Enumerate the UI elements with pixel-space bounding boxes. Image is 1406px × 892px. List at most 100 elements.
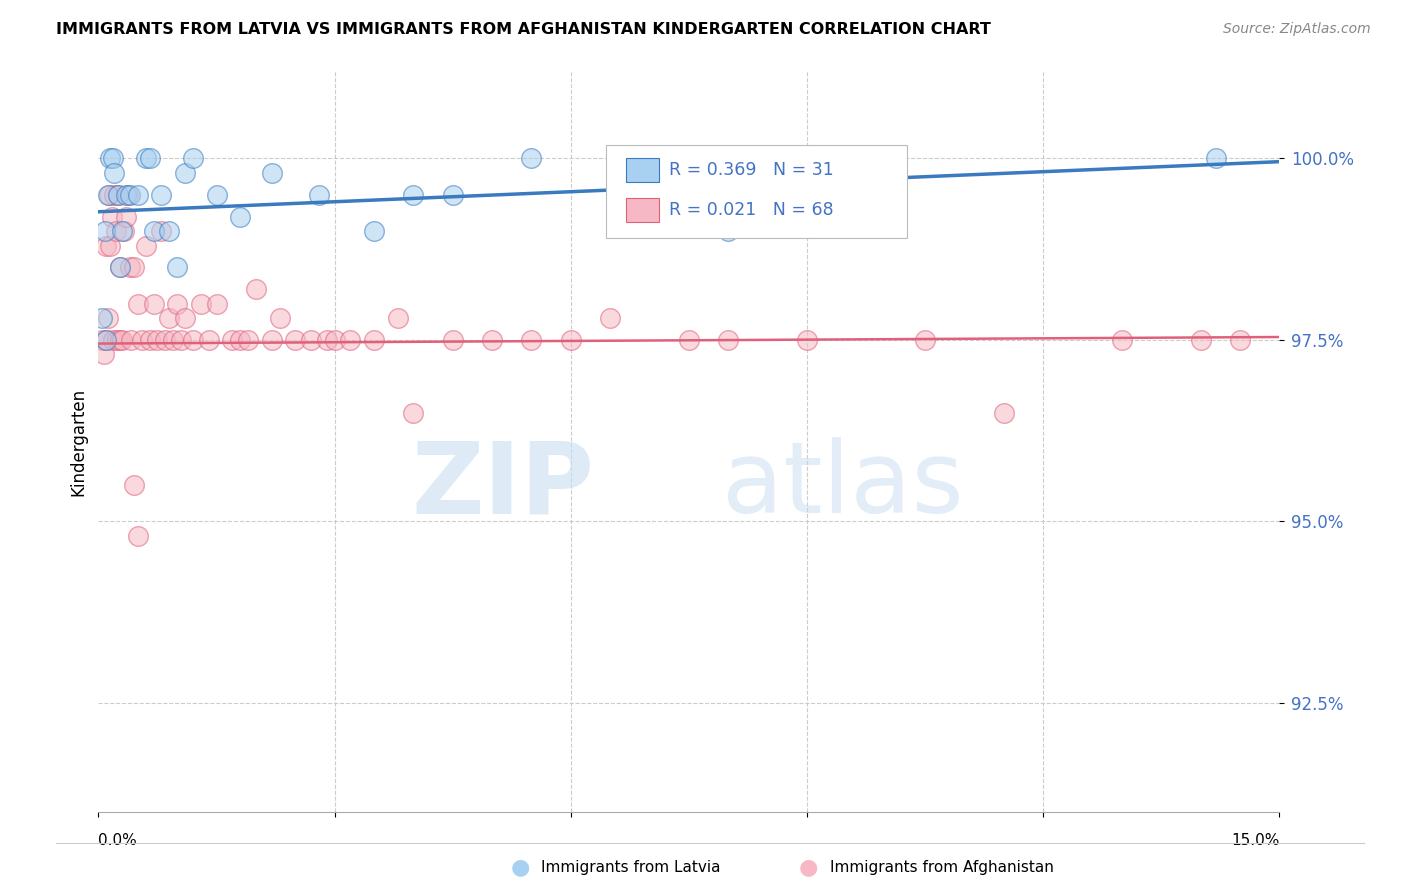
Point (520, 333, 543, 347)
Point (127, 296, 149, 310)
Point (98, 152, 121, 166)
Point (993, 405, 1015, 419)
Point (122, 260, 145, 275)
Point (269, 311, 291, 326)
Point (98, 238, 121, 252)
Point (284, 333, 307, 347)
Point (170, 333, 193, 347)
Point (105, 333, 128, 347)
Point (97, 311, 120, 326)
Point (93, 347, 115, 361)
Point (142, 296, 165, 310)
Point (118, 260, 141, 275)
Point (229, 333, 252, 347)
Point (115, 187, 138, 202)
Point (166, 260, 188, 275)
Point (205, 296, 228, 310)
Point (135, 152, 157, 166)
Y-axis label: Kindergarten: Kindergarten (69, 387, 87, 496)
Point (236, 333, 259, 347)
Point (520, 152, 543, 166)
Point (402, 187, 425, 202)
Point (441, 333, 464, 347)
Point (190, 296, 212, 310)
FancyBboxPatch shape (606, 145, 907, 238)
Point (363, 333, 385, 347)
Point (150, 224, 173, 238)
Point (205, 187, 228, 202)
Text: Immigrants from Afghanistan: Immigrants from Afghanistan (830, 860, 1053, 874)
Point (103, 187, 125, 202)
Point (323, 333, 346, 347)
Point (150, 187, 173, 202)
Point (110, 260, 132, 275)
Text: Source: ZipAtlas.com: Source: ZipAtlas.com (1223, 22, 1371, 37)
Point (91, 311, 114, 326)
Point (678, 333, 700, 347)
FancyBboxPatch shape (626, 158, 659, 182)
Point (1189, 333, 1212, 347)
Point (146, 333, 169, 347)
Point (157, 224, 180, 238)
Point (117, 187, 139, 202)
Point (121, 333, 143, 347)
Point (107, 187, 129, 202)
Point (101, 210, 124, 224)
Point (387, 311, 409, 326)
FancyBboxPatch shape (626, 198, 659, 221)
Point (103, 166, 125, 180)
Point (717, 224, 740, 238)
Point (441, 187, 464, 202)
Text: 0.0%: 0.0% (98, 833, 138, 848)
Point (229, 210, 252, 224)
Point (115, 210, 138, 224)
Point (122, 478, 145, 492)
Point (127, 529, 149, 543)
Point (157, 311, 180, 326)
Point (1229, 333, 1251, 347)
Point (91, 333, 114, 347)
Point (97, 187, 120, 202)
Point (717, 333, 740, 347)
Text: R = 0.369   N = 31: R = 0.369 N = 31 (669, 161, 834, 178)
Point (299, 333, 322, 347)
Point (138, 333, 160, 347)
Point (142, 224, 165, 238)
Text: ●: ● (510, 857, 530, 877)
Text: 15.0%: 15.0% (1232, 833, 1279, 848)
Point (131, 333, 153, 347)
Point (174, 166, 197, 180)
Point (363, 224, 385, 238)
Point (111, 224, 134, 238)
Point (221, 333, 243, 347)
Text: ZIP: ZIP (412, 437, 595, 534)
Point (560, 333, 582, 347)
Text: ●: ● (799, 857, 818, 877)
Point (339, 333, 361, 347)
Point (96, 333, 118, 347)
Point (1205, 152, 1227, 166)
Point (101, 152, 124, 166)
Point (599, 311, 621, 326)
Point (308, 187, 330, 202)
Point (111, 333, 134, 347)
Point (402, 405, 425, 419)
Point (260, 166, 283, 180)
Point (155, 333, 177, 347)
Point (315, 333, 337, 347)
Point (104, 224, 127, 238)
Point (166, 296, 188, 310)
Point (1111, 333, 1133, 347)
Text: Immigrants from Latvia: Immigrants from Latvia (541, 860, 721, 874)
Point (98, 187, 121, 202)
Point (181, 152, 204, 166)
Point (101, 333, 124, 347)
Point (174, 311, 197, 326)
Point (110, 260, 132, 275)
Point (260, 333, 283, 347)
Point (94, 238, 117, 252)
Text: R = 0.021   N = 68: R = 0.021 N = 68 (669, 201, 834, 219)
Point (796, 333, 818, 347)
Point (138, 152, 160, 166)
Point (112, 224, 135, 238)
